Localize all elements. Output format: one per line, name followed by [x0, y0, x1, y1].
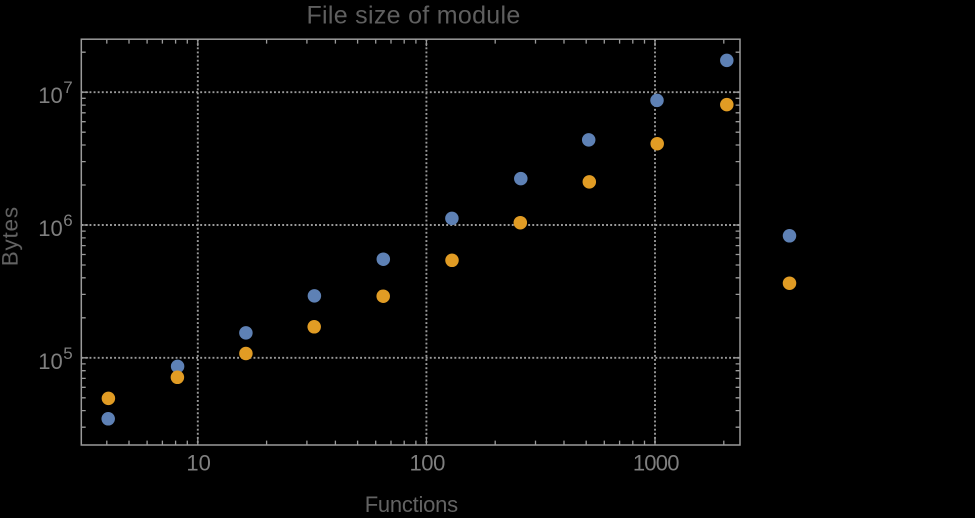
svg-text:File size of module: File size of module [306, 2, 520, 30]
svg-text:10: 10 [38, 349, 62, 374]
svg-text:10: 10 [186, 451, 210, 476]
svg-text:7: 7 [63, 78, 72, 97]
svg-text:Functions: Functions [365, 492, 458, 513]
svg-text:10: 10 [38, 216, 62, 241]
svg-text:10: 10 [38, 83, 62, 108]
svg-text:6: 6 [63, 211, 72, 230]
svg-text:100: 100 [410, 451, 446, 476]
svg-text:Bytes: Bytes [0, 206, 23, 266]
svg-text:1000: 1000 [633, 451, 679, 476]
svg-text:5: 5 [63, 344, 72, 363]
